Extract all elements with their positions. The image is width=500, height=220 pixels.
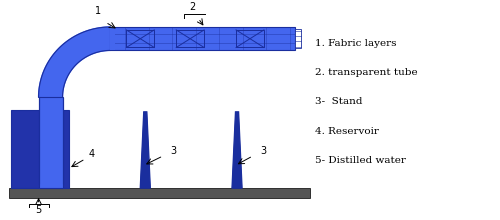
Bar	[126, 30, 154, 48]
Bar	[295, 29, 301, 48]
Bar	[10, 110, 68, 188]
Text: 3: 3	[170, 146, 176, 156]
Bar	[110, 27, 116, 50]
Text: 5: 5	[36, 205, 42, 214]
Polygon shape	[140, 112, 150, 188]
Bar	[8, 188, 310, 198]
Text: 4. Reservoir: 4. Reservoir	[315, 126, 378, 136]
Text: 3-  Stand: 3- Stand	[315, 97, 362, 106]
Polygon shape	[232, 112, 242, 188]
Text: 2. transparent tube: 2. transparent tube	[315, 68, 418, 77]
Text: 1. Fabric layers: 1. Fabric layers	[315, 39, 396, 48]
Text: 2: 2	[189, 2, 196, 12]
Bar	[236, 30, 264, 48]
Polygon shape	[38, 27, 111, 97]
Bar	[110, 27, 295, 50]
Text: 5- Distilled water: 5- Distilled water	[315, 156, 406, 165]
Text: 1: 1	[96, 6, 102, 16]
Bar	[38, 97, 62, 188]
Text: 3: 3	[260, 146, 266, 156]
Bar	[176, 30, 204, 48]
Text: 4: 4	[88, 149, 94, 159]
